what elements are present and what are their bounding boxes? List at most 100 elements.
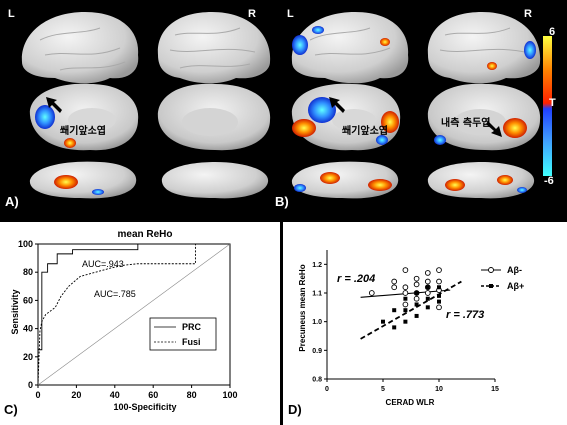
roc-legend-fusi: Fusi (182, 337, 201, 347)
colorbar-top-label: 6 (549, 26, 556, 38)
panel-label-D: D) (288, 402, 302, 417)
scatter-ytick-label: 0.8 (312, 377, 322, 384)
roc-series-fusi (37, 243, 230, 386)
scatter-point-abneg (436, 278, 442, 285)
scatter-point-abpos (414, 302, 419, 307)
scatter-r-pos: r = .773 (446, 309, 484, 321)
scatter-point-abpos (414, 313, 419, 318)
scatter-point-abneg (391, 278, 398, 285)
roc-ytick-label: 100 (18, 239, 33, 249)
scatter-point-abpos (425, 305, 430, 310)
scatter-point-abpos (392, 325, 397, 330)
scatter-xtick-label: 0 (325, 386, 329, 393)
roc-ylabel: Sensitivity (10, 289, 20, 334)
scatter-point-abpos (414, 291, 419, 295)
scatter-point-abpos (425, 285, 430, 290)
scatter-ytick-label: 0.9 (312, 348, 322, 355)
brain-B-medial-right (427, 83, 541, 151)
scatter-point-abpos (437, 293, 441, 298)
roc-series-reference-line (37, 243, 231, 386)
scatter-point-abneg (413, 275, 420, 282)
scatter-point-abpos (392, 308, 397, 313)
roc-auc-prc: AUC=.943 (82, 259, 124, 269)
scatter-xtick-label: 15 (491, 386, 499, 393)
annotation-mtl-B: 내측 측두엽 (441, 118, 491, 129)
scatter-point-abneg (413, 295, 420, 302)
colorbar (543, 36, 552, 176)
brain-A-ventral-right (161, 162, 269, 199)
hemi-right-label-B: R (524, 8, 532, 20)
scatter-point-abpos (437, 299, 441, 304)
scatter-fit-line-1 (360, 280, 462, 340)
scatter-point-abneg (368, 290, 375, 296)
roc-legend: PRC Fusi (149, 317, 217, 351)
roc-xtick-label: 80 (187, 390, 197, 400)
scatter-xlabel: CERAD WLR (386, 398, 435, 407)
arrow-A (46, 97, 62, 113)
roc-xlabel: 100-Specificity (113, 402, 176, 412)
scatter-point-abneg (402, 267, 409, 273)
roc-panel: mean ReHo 100-Specificity Sensitivity AU… (0, 222, 280, 425)
scatter-xtick-label: 10 (435, 386, 443, 393)
scatter-ytick-label: 1.0 (312, 319, 322, 326)
roc-ytick-label: 80 (23, 267, 33, 277)
scatter-chart: CERAD WLR Precuneus mean ReHo r = .204 r… (298, 250, 524, 407)
scatter-point-abneg (391, 284, 398, 291)
brain-A-lateral-left (21, 12, 139, 84)
arrow-B2 (486, 121, 502, 137)
brain-B-ventral-right (427, 162, 535, 199)
scatter-ylabel: Precuneus mean ReHo (298, 264, 307, 351)
roc-chart: mean ReHo 100-Specificity Sensitivity AU… (10, 229, 238, 412)
colorbar-bottom-label: -6 (544, 175, 554, 187)
colorbar-mid-label: T (549, 97, 556, 109)
panel-label-A: A) (5, 194, 19, 209)
brain-A-ventral-left (29, 161, 137, 199)
brain-B-lateral-right (427, 12, 541, 84)
scatter-ytick-label: 1.1 (312, 291, 322, 298)
scatter-panel: CERAD WLR Precuneus mean ReHo r = .204 r… (283, 222, 567, 425)
roc-ytick-label: 20 (23, 352, 33, 362)
annotation-precuneus-A: 쐐기앞소엽 (60, 126, 106, 137)
scatter-point-abneg (424, 290, 431, 296)
panel-label-B: B) (275, 194, 289, 209)
roc-xtick-label: 100 (222, 390, 237, 400)
scatter-point-abpos (403, 308, 408, 313)
roc-ytick-label: 40 (23, 324, 33, 334)
arrow-B1 (329, 97, 345, 113)
brain-A-medial-left (29, 83, 139, 151)
panel-label-C: C) (4, 402, 18, 417)
roc-ytick-label: 0 (28, 380, 33, 390)
roc-title: mean ReHo (117, 229, 172, 240)
scatter-point-abpos (437, 285, 441, 290)
roc-plot-frame (37, 243, 231, 386)
roc-legend-prc: PRC (182, 322, 202, 332)
scatter-point-abpos (403, 296, 408, 301)
scatter-point-abneg (424, 278, 431, 285)
scatter-legend-pos: Aβ+ (507, 281, 524, 291)
scatter-point-abneg (402, 301, 409, 308)
brain-A-medial-right (157, 83, 271, 151)
scatter-point-abneg (413, 281, 420, 288)
brain-B-lateral-left (291, 12, 409, 84)
scatter-legend: Aβ- Aβ+ (481, 265, 524, 291)
brain-B-ventral-left (291, 161, 399, 199)
scatter-point-abneg (424, 270, 431, 276)
brain-A-lateral-right (157, 12, 271, 84)
roc-auc-fusi: AUC=.785 (94, 289, 136, 299)
scatter-point-abneg (402, 284, 409, 291)
scatter-point-abneg (436, 304, 442, 311)
scatter-point-abpos (403, 319, 408, 324)
scatter-point-abneg (436, 267, 442, 273)
hemi-left-label-B: L (287, 8, 294, 20)
roc-series-prc (37, 243, 230, 385)
roc-ytick-label: 60 (23, 295, 33, 305)
annotation-precuneus-B: 쐐기앞소엽 (342, 126, 388, 137)
scatter-point-abneg (402, 290, 409, 296)
hemi-right-label-A: R (248, 8, 256, 20)
scatter-ytick-label: 1.2 (312, 262, 322, 269)
brain-B-medial-left (291, 83, 401, 151)
roc-xtick-label: 20 (71, 390, 81, 400)
scatter-xtick-label: 5 (381, 386, 385, 393)
hemi-left-label-A: L (8, 8, 15, 20)
